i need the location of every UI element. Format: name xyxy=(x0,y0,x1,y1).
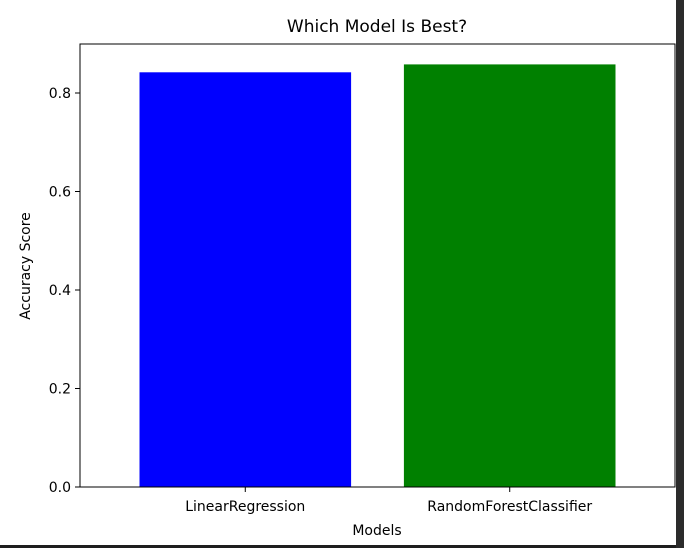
x-axis-label: Models xyxy=(352,523,401,539)
x-tick-label: LinearRegression xyxy=(185,499,305,515)
y-tick-label: 0.2 xyxy=(49,382,71,398)
bars-group xyxy=(139,64,616,488)
scrollbar-track[interactable] xyxy=(676,0,684,548)
y-tick-label: 0.8 xyxy=(49,86,71,102)
chart-title: Which Model Is Best? xyxy=(287,17,467,37)
y-tick-label: 0.4 xyxy=(49,283,71,299)
y-axis-ticks: 0.0 0.2 0.4 0.6 0.8 xyxy=(49,86,80,496)
y-tick-label: 0.0 xyxy=(49,480,71,496)
x-tick-label: RandomForestClassifier xyxy=(427,499,592,515)
bar-RandomForestClassifier xyxy=(403,64,616,488)
bar-LinearRegression xyxy=(139,72,352,488)
plot-frame xyxy=(79,43,676,488)
y-axis-label: Accuracy Score xyxy=(18,212,34,320)
x-axis-ticks: LinearRegression RandomForestClassifier xyxy=(185,487,592,515)
y-tick-label: 0.6 xyxy=(49,185,71,201)
